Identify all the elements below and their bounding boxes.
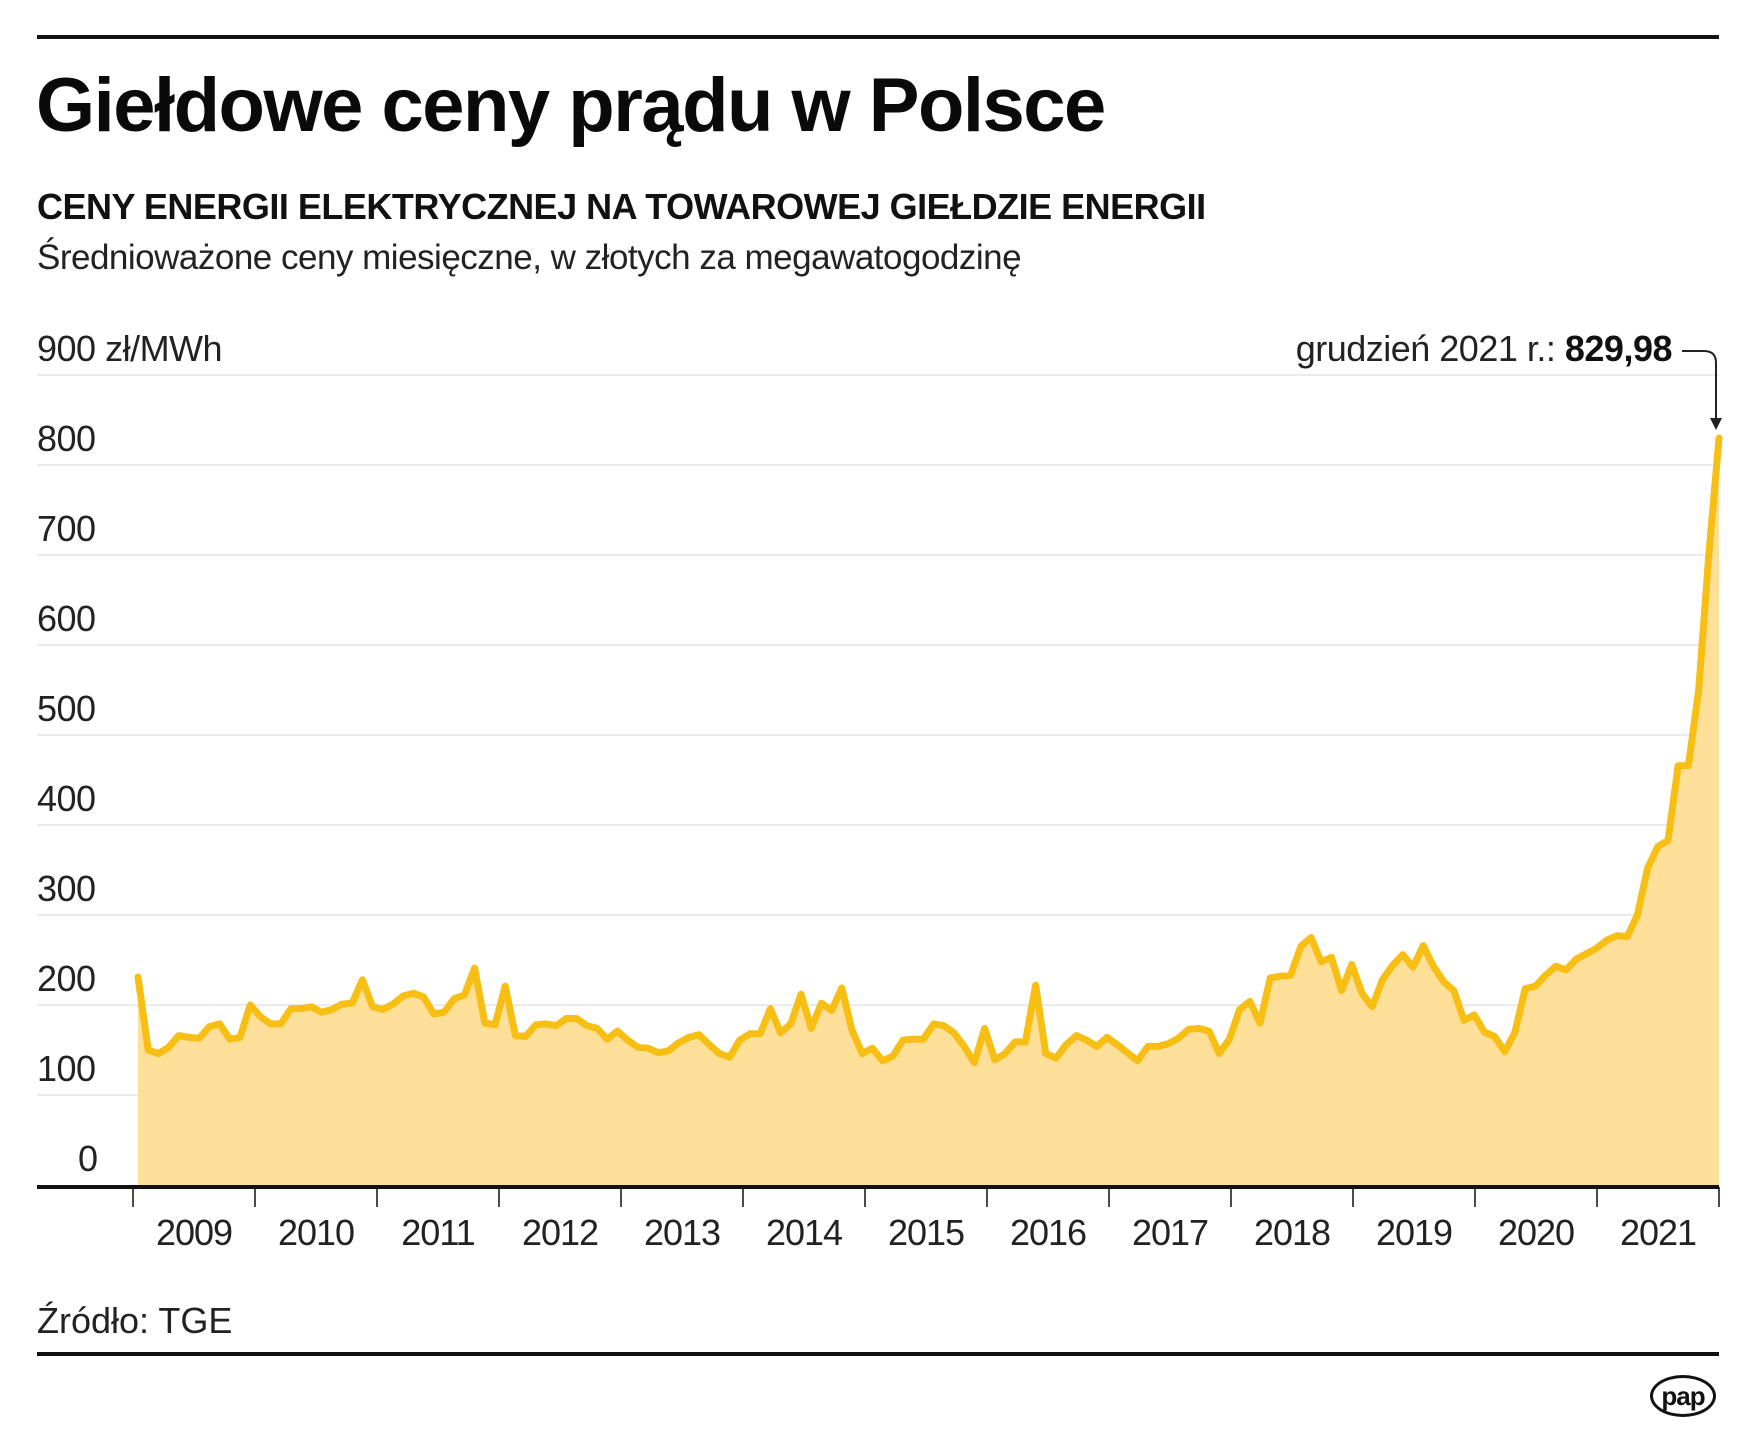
peak-annotation-value: 829,98 <box>1564 328 1673 369</box>
x-tick-label: 2019 <box>1375 1212 1453 1253</box>
y-tick-label: 700 <box>37 508 96 549</box>
x-tick-label: 2015 <box>887 1212 965 1253</box>
chart-description: Średnioważone ceny miesięczne, w złotych… <box>37 238 1022 277</box>
page-title: Giełdowe ceny prądu w Polsce <box>36 63 1106 148</box>
y-tick-label: 900 zł/MWh <box>37 328 223 369</box>
pap-logo: pap <box>1650 1375 1716 1417</box>
y-tick-label: 500 <box>37 688 96 729</box>
source-note: Źródło: TGE <box>37 1300 233 1341</box>
x-tick-label: 2009 <box>155 1212 233 1253</box>
y-tick-label: 200 <box>37 958 96 999</box>
x-tick-label: 2013 <box>643 1212 721 1253</box>
x-tick-label: 2017 <box>1131 1212 1209 1253</box>
annotation-arrow <box>1682 350 1717 420</box>
bottom-rule <box>37 1352 1719 1356</box>
x-tick-label: 2012 <box>521 1212 599 1253</box>
y-tick-label: 800 <box>37 418 96 459</box>
peak-annotation-label: grudzień 2021 r.: <box>1295 328 1565 369</box>
y-tick-label: 300 <box>37 868 96 909</box>
arrow-head-icon <box>1710 418 1722 430</box>
x-tick-label: 2020 <box>1497 1212 1575 1253</box>
y-tick-label: 600 <box>37 598 96 639</box>
top-rule <box>37 35 1719 39</box>
price-area-fill <box>138 438 1719 1185</box>
y-tick-label: 0 <box>78 1138 98 1179</box>
x-tick-label: 2014 <box>765 1212 843 1253</box>
y-tick-label: 400 <box>37 778 96 819</box>
x-tick-label: 2010 <box>277 1212 355 1253</box>
chart-subtitle: CENY ENERGII ELEKTRYCZNEJ NA TOWAROWEJ G… <box>37 186 1206 227</box>
x-tick-label: 2018 <box>1253 1212 1331 1253</box>
peak-annotation: grudzień 2021 r.: 829,98 <box>1295 328 1673 370</box>
x-tick-label: 2021 <box>1619 1212 1697 1253</box>
y-tick-label: 100 <box>37 1048 96 1089</box>
x-tick-label: 2011 <box>401 1212 475 1253</box>
price-line <box>134 434 1723 1067</box>
x-tick-label: 2016 <box>1009 1212 1087 1253</box>
